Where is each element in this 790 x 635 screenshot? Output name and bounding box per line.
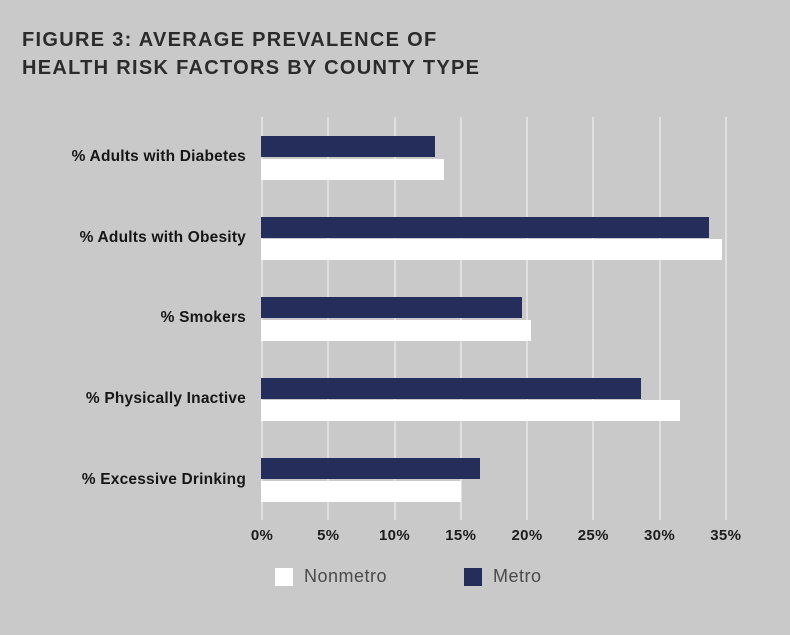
gridline-35pct bbox=[724, 117, 727, 520]
bar-nonmetro-excessive-drinking bbox=[261, 480, 462, 502]
gridline-20pct bbox=[526, 117, 528, 520]
plot-area bbox=[261, 117, 755, 520]
bar-group-physically-inactive bbox=[261, 359, 755, 440]
bar-metro-physically-inactive bbox=[261, 377, 642, 399]
gridline-15pct bbox=[459, 117, 462, 520]
legend-item-nonmetro: Nonmetro bbox=[275, 566, 387, 587]
category-label-smokers: % Smokers bbox=[160, 309, 246, 327]
nonmetro-swatch-icon bbox=[275, 567, 293, 586]
x-tick-label-25pct: 25% bbox=[577, 527, 609, 544]
category-label-adults-with-diabetes: % Adults with Diabetes bbox=[71, 148, 246, 166]
x-tick-label-30pct: 30% bbox=[644, 527, 675, 544]
gridline-0pct bbox=[261, 117, 263, 520]
metro-swatch-icon bbox=[464, 567, 483, 586]
category-label-excessive-drinking: % Excessive Drinking bbox=[81, 470, 246, 488]
gridline-10pct bbox=[393, 117, 396, 520]
legend-item-metro: Metro bbox=[464, 566, 542, 587]
bar-group-adults-with-obesity bbox=[261, 198, 755, 279]
bar-nonmetro-adults-with-diabetes bbox=[261, 158, 444, 180]
bar-metro-adults-with-obesity bbox=[261, 216, 709, 238]
x-tick-label-0pct: 0% bbox=[250, 527, 274, 544]
x-tick-label-35pct: 35% bbox=[710, 527, 742, 544]
bar-metro-smokers bbox=[261, 297, 523, 319]
bar-nonmetro-adults-with-obesity bbox=[261, 239, 723, 261]
category-label-adults-with-obesity: % Adults with Obesity bbox=[79, 228, 246, 246]
bar-nonmetro-smokers bbox=[261, 319, 532, 341]
gridline-5pct bbox=[327, 117, 330, 520]
legend: Nonmetro Metro bbox=[275, 566, 542, 587]
bar-group-adults-with-diabetes bbox=[261, 117, 755, 198]
bar-metro-excessive-drinking bbox=[261, 458, 480, 480]
gridline-30pct bbox=[658, 117, 661, 520]
x-tick-label-5pct: 5% bbox=[317, 527, 340, 544]
x-tick-label-10pct: 10% bbox=[379, 527, 410, 544]
bar-metro-adults-with-diabetes bbox=[261, 136, 435, 157]
bar-group-smokers bbox=[261, 278, 755, 359]
gridline-25pct bbox=[592, 117, 595, 520]
chart-title-line-1: FIGURE 3: AVERAGE PREVALENCE OF bbox=[22, 29, 438, 51]
category-labels: % Adults with Diabetes % Adults with Obes… bbox=[0, 117, 246, 520]
x-axis: 0% 5% 10% 15% 20% 25% 30% 35% bbox=[0, 527, 790, 549]
x-tick-label-15pct: 15% bbox=[445, 527, 477, 544]
legend-label-nonmetro: Nonmetro bbox=[304, 566, 388, 586]
chart-title-line-2: HEALTH RISK FACTORS BY COUNTY TYPE bbox=[22, 57, 481, 79]
category-label-physically-inactive: % Physically Inactive bbox=[85, 390, 246, 408]
bar-group-excessive-drinking bbox=[261, 439, 755, 520]
chart-title: FIGURE 3: AVERAGE PREVALENCE OF HEALTH R… bbox=[22, 26, 480, 82]
legend-label-metro: Metro bbox=[493, 566, 542, 586]
bar-nonmetro-physically-inactive bbox=[261, 400, 680, 422]
x-tick-label-20pct: 20% bbox=[511, 527, 543, 544]
